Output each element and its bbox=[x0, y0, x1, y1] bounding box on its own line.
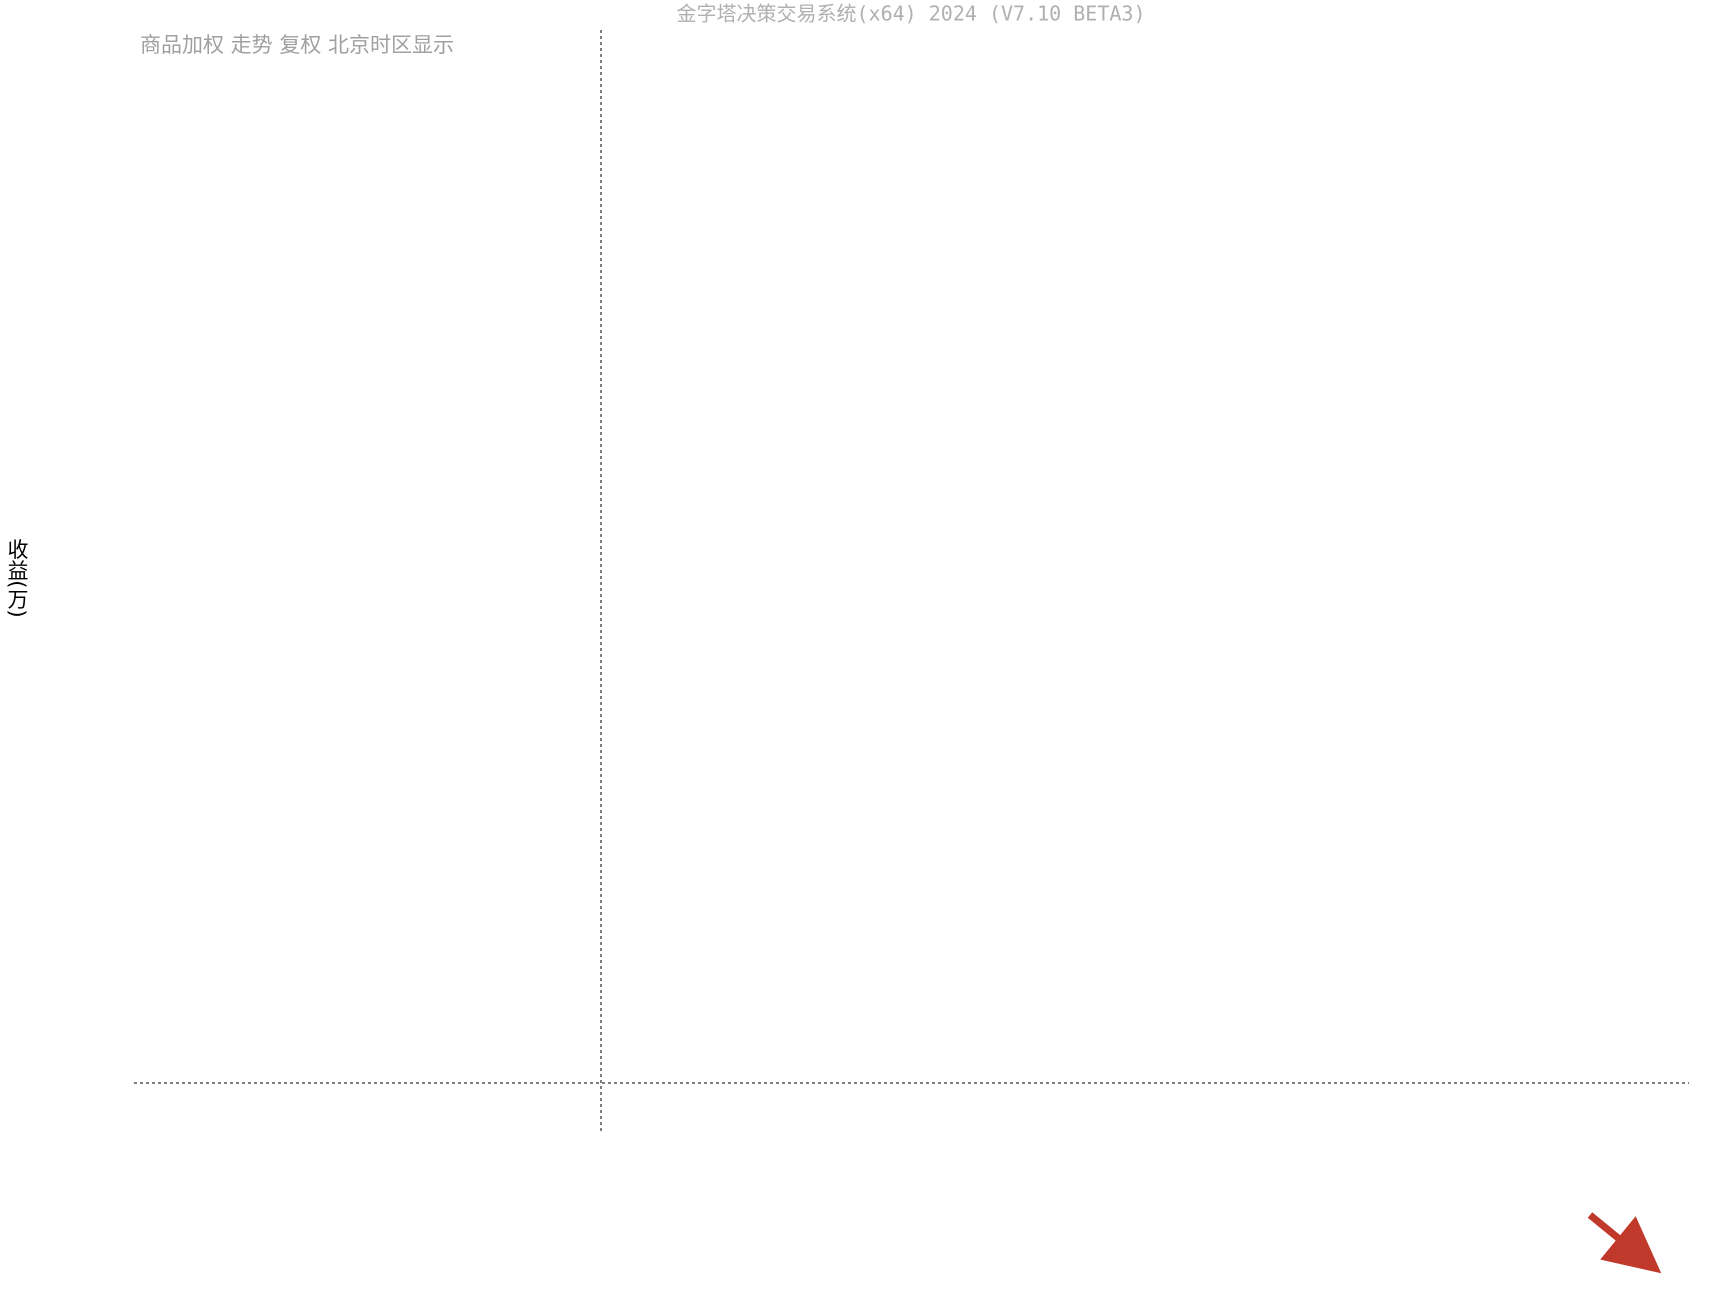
y-axis-label: 收益(万) bbox=[5, 538, 29, 617]
window-title: 金字塔决策交易系统(x64) 2024 (V7.10 BETA3) bbox=[677, 2, 1146, 26]
more-arrow bbox=[1587, 1212, 1662, 1274]
chart-subtitle: 商品加权 走势 复权 北京时区显示 bbox=[140, 33, 454, 57]
